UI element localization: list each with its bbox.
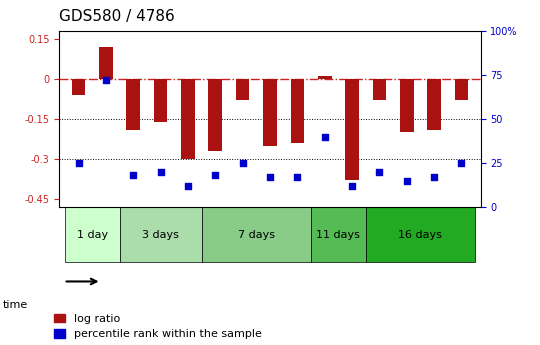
Bar [291, 79, 304, 143]
FancyBboxPatch shape [65, 207, 119, 262]
Point [293, 175, 302, 180]
Point [375, 169, 384, 175]
Text: 3 days: 3 days [142, 230, 179, 240]
Point [402, 178, 411, 184]
Bar [263, 79, 277, 146]
Point [266, 175, 274, 180]
Point [320, 134, 329, 139]
Bar [181, 79, 195, 159]
Point [129, 173, 138, 178]
Point [102, 78, 110, 83]
FancyBboxPatch shape [119, 207, 201, 262]
Point [430, 175, 438, 180]
Bar [126, 79, 140, 130]
Bar [345, 79, 359, 180]
Bar [318, 76, 332, 79]
Text: time: time [3, 300, 28, 310]
Bar [154, 79, 167, 122]
Bar [400, 79, 414, 132]
Text: 16 days: 16 days [399, 230, 442, 240]
Point [74, 160, 83, 166]
Bar [72, 79, 85, 95]
FancyBboxPatch shape [366, 207, 475, 262]
Bar [455, 79, 468, 100]
Text: 11 days: 11 days [316, 230, 360, 240]
Point [348, 183, 356, 189]
Point [238, 160, 247, 166]
FancyBboxPatch shape [201, 207, 311, 262]
Bar [208, 79, 222, 151]
Text: 7 days: 7 days [238, 230, 275, 240]
Text: GDS580 / 4786: GDS580 / 4786 [59, 9, 175, 24]
Bar [427, 79, 441, 130]
Point [211, 173, 220, 178]
Bar [99, 47, 113, 79]
Text: 1 day: 1 day [77, 230, 108, 240]
Point [457, 160, 466, 166]
Point [184, 183, 192, 189]
Bar [373, 79, 386, 100]
Point [156, 169, 165, 175]
Bar [236, 79, 249, 100]
FancyBboxPatch shape [311, 207, 366, 262]
Legend: log ratio, percentile rank within the sample: log ratio, percentile rank within the sa… [54, 314, 262, 339]
